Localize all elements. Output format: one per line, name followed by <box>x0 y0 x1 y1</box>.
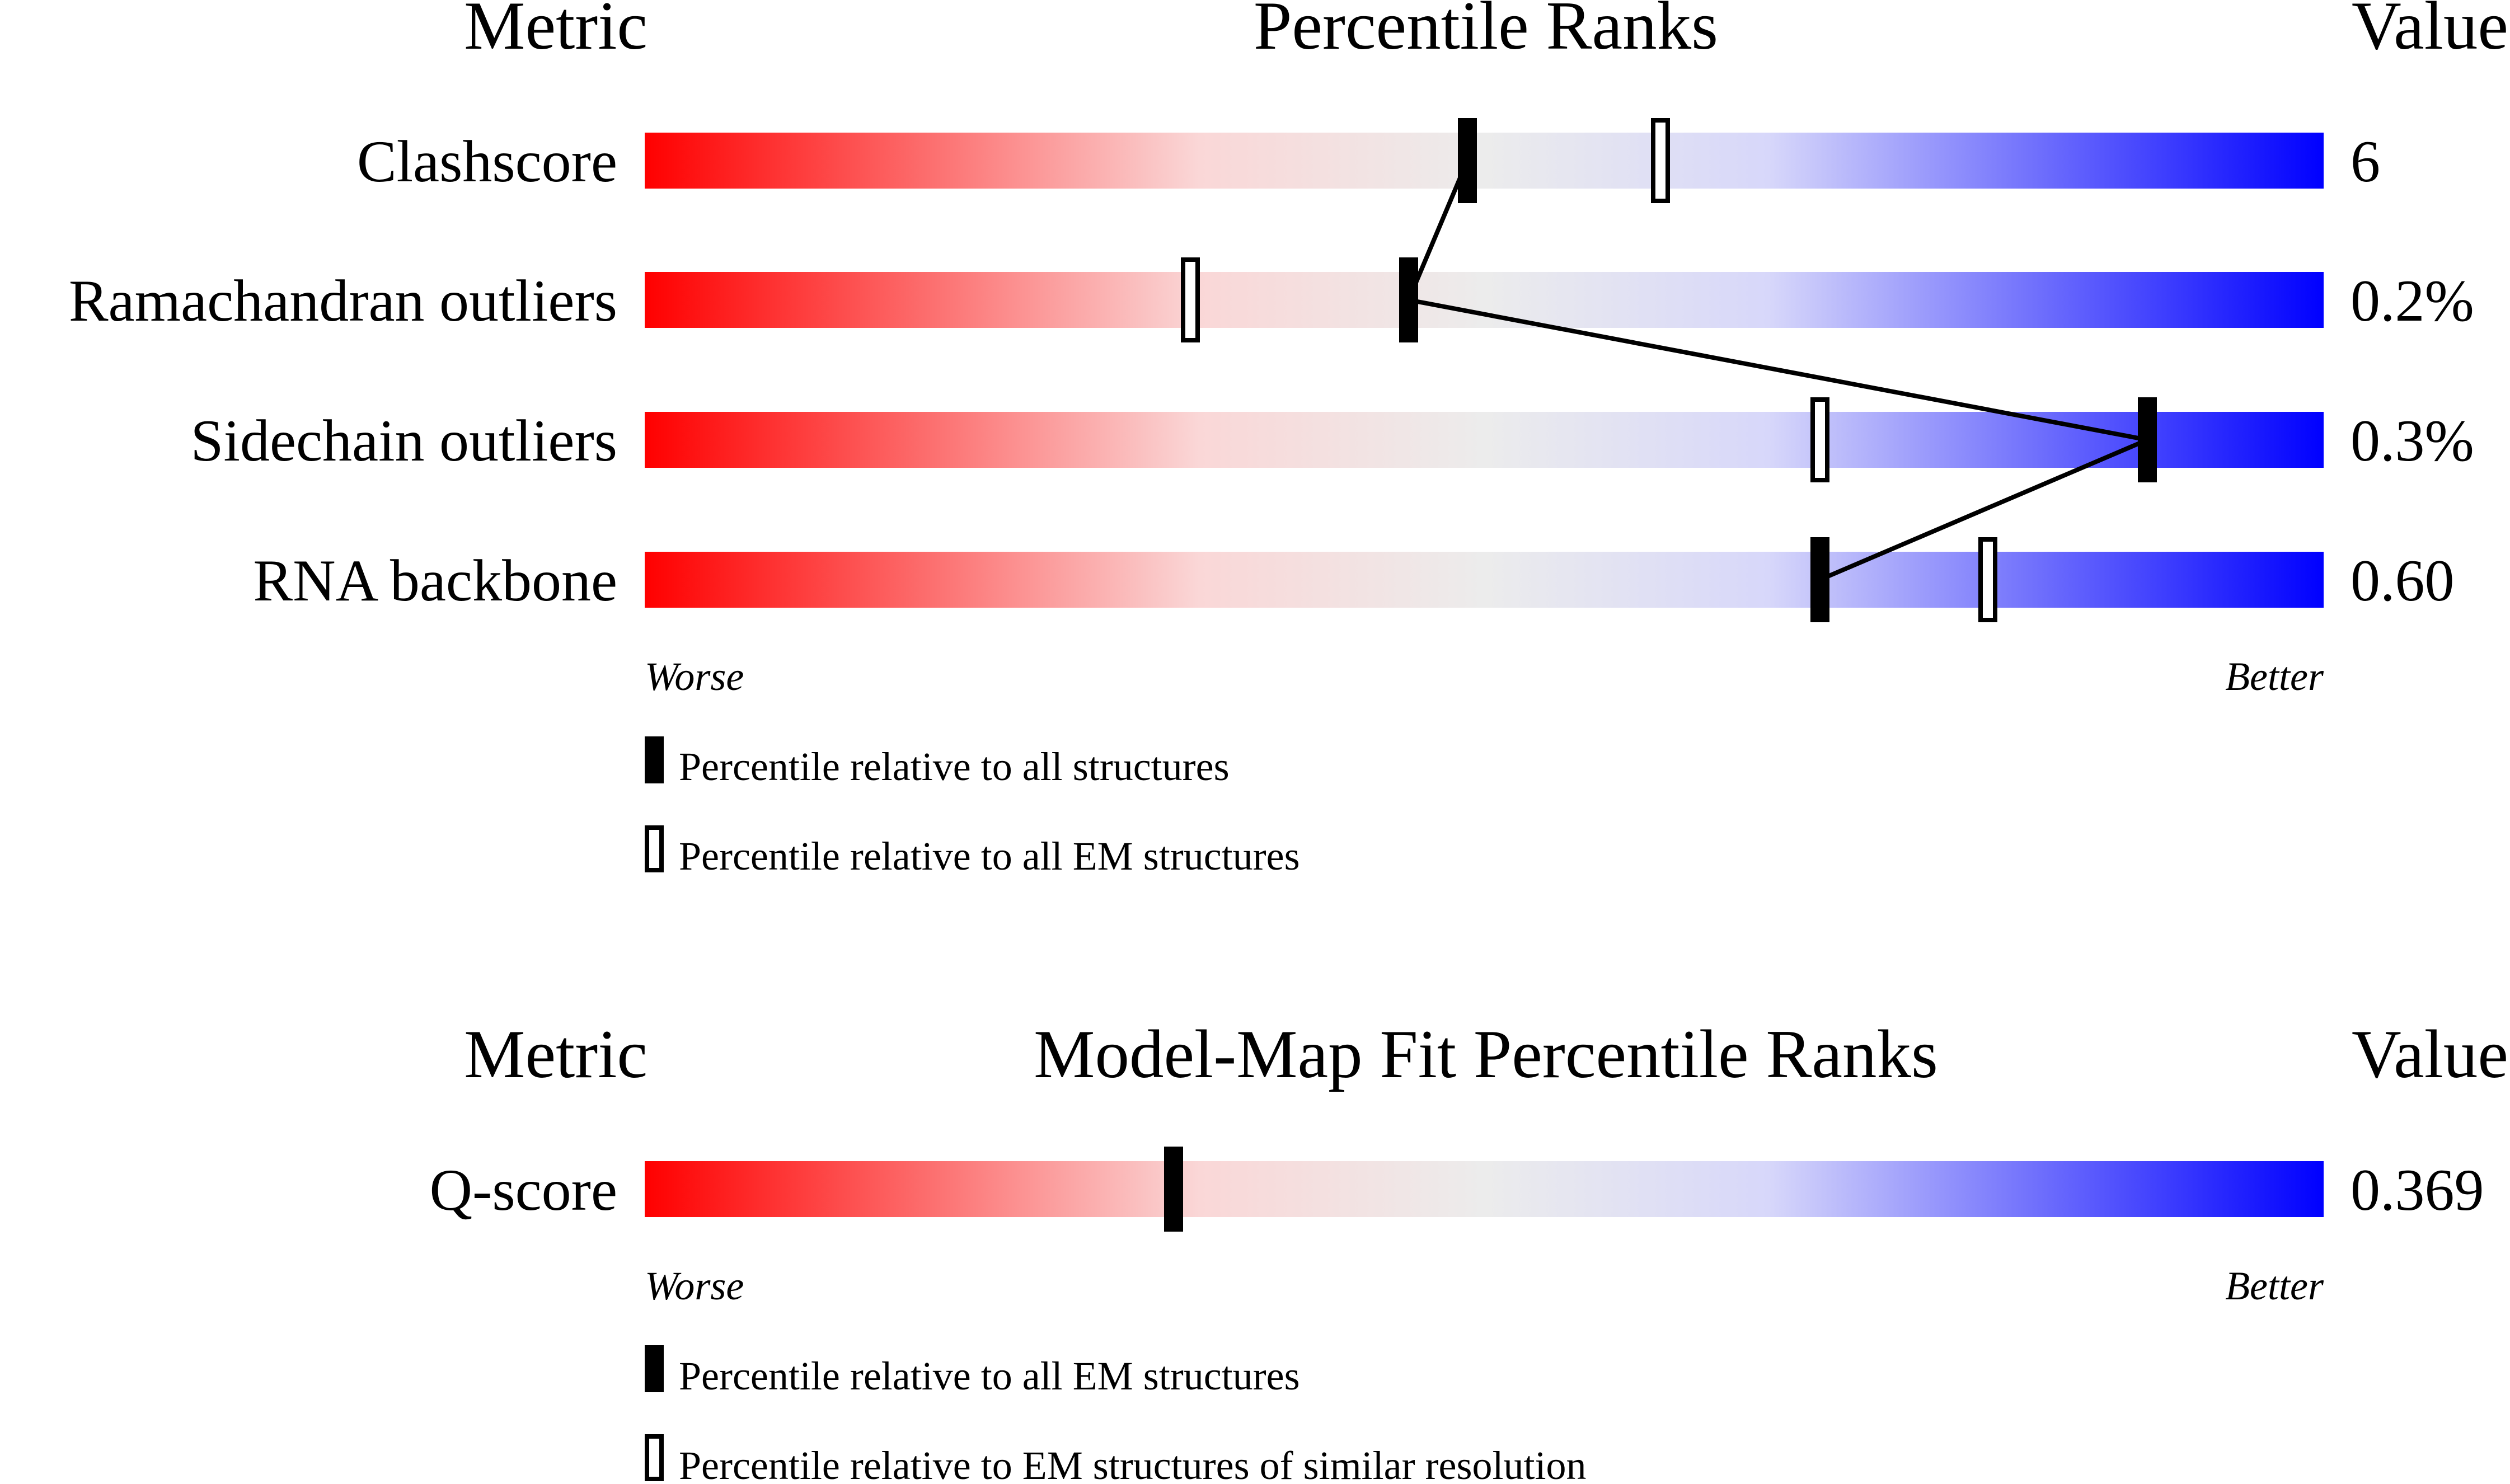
percentile-marker-all <box>1458 118 1477 203</box>
panel1-better-label: Better <box>2225 654 2324 699</box>
percentile-connector-line <box>1405 159 2155 582</box>
metric-label: Q-score <box>430 1157 618 1223</box>
panel2-legend-filled-label: Percentile relative to all EM structures <box>679 1354 1300 1398</box>
panel1-legend-open-label: Percentile relative to all EM structures <box>679 834 1300 879</box>
panel2-worse-label: Worse <box>645 1264 744 1308</box>
percentile-marker-em <box>1978 537 1997 622</box>
percentile-bar <box>645 272 2324 328</box>
panel1-metric-header: Metric <box>464 0 648 64</box>
percentile-bar <box>645 1161 2324 1217</box>
percentile-bar <box>645 133 2324 189</box>
percentile-marker-em <box>1181 257 1200 342</box>
metric-value: 0.2% <box>2351 268 2474 334</box>
panel1-slider-group: Clashscore 6 Ramachandran outliers 0.2% Side… <box>69 118 2474 622</box>
metric-value: 0.3% <box>2351 408 2474 473</box>
panel2-better-label: Better <box>2225 1264 2324 1308</box>
metric-label: RNA backbone <box>253 548 617 613</box>
percentile-marker-all <box>1399 257 1418 342</box>
percentile-bar <box>645 412 2324 468</box>
panel2-title: Model-Map Fit Percentile Ranks <box>1034 1016 1938 1092</box>
panel2-legend-open-label: Percentile relative to EM structures of … <box>679 1443 1587 1484</box>
percentile-marker-all <box>2138 397 2157 482</box>
percentile-marker-all <box>1810 537 1829 622</box>
metric-value: 0.60 <box>2351 548 2455 613</box>
legend-filled-marker-icon <box>645 736 664 783</box>
legend-filled-marker-icon <box>645 1345 664 1392</box>
panel1-legend-filled-label: Percentile relative to all structures <box>679 744 1230 789</box>
metric-value: 0.369 <box>2351 1157 2484 1223</box>
metric-label: Sidechain outliers <box>191 408 617 473</box>
legend-open-marker-icon <box>645 1434 664 1481</box>
panel1-value-header: Value <box>2352 0 2508 64</box>
panel1-worse-label: Worse <box>645 654 744 699</box>
metric-label: Clashscore <box>357 129 617 194</box>
legend-open-marker-icon <box>645 825 664 872</box>
panel2-slider-group: Q-score 0.369 <box>430 1147 2484 1232</box>
percentile-marker-em <box>1810 397 1829 482</box>
percentile-marker-em <box>1651 118 1670 203</box>
metric-value: 6 <box>2351 129 2380 194</box>
metric-label: Ramachandran outliers <box>69 268 617 334</box>
percentile-marker-all <box>1164 1147 1183 1232</box>
panel2-metric-header: Metric <box>464 1016 648 1092</box>
percentile-bar <box>645 552 2324 608</box>
panel2-value-header: Value <box>2352 1016 2508 1092</box>
panel1-title: Percentile Ranks <box>1254 0 1718 64</box>
